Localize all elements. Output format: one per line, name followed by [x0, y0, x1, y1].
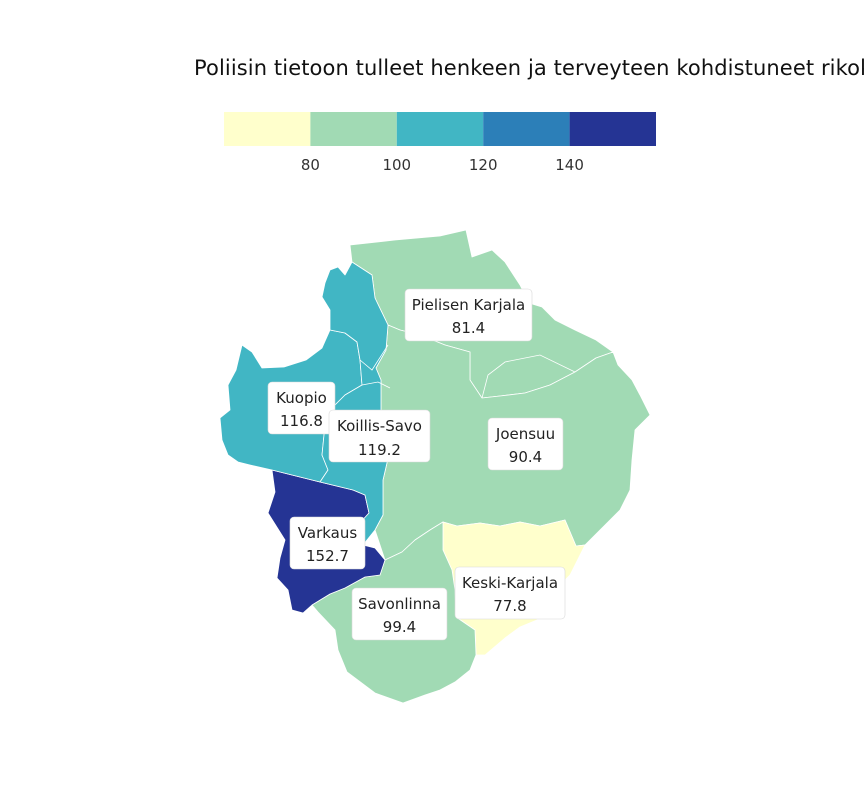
label-name-savonlinna: Savonlinna — [358, 595, 441, 613]
label-value-koillis-savo: 119.2 — [358, 441, 401, 459]
label-box-savonlinna — [351, 587, 448, 641]
label-value-pielisen-karjala: 81.4 — [452, 319, 485, 337]
label-box-pielisen-karjala — [404, 288, 533, 342]
label-savonlinna: Savonlinna 99.4 — [351, 587, 448, 641]
label-box-varkaus — [289, 516, 366, 570]
label-pielisen-karjala: Pielisen Karjala 81.4 — [404, 288, 533, 342]
legend-tick-140: 140 — [555, 156, 584, 174]
label-name-kuopio: Kuopio — [276, 389, 327, 407]
internal-boundary-pielisen — [481, 354, 576, 399]
label-box-keski-karjala — [454, 566, 566, 620]
region-labels: Pielisen Karjala 81.4 Joensuu 90.4 Keski… — [267, 288, 566, 641]
legend-bin-5 — [569, 112, 656, 146]
legend: 80 100 120 140 — [224, 112, 656, 174]
legend-tick-100: 100 — [382, 156, 411, 174]
label-box-koillis-savo — [328, 409, 431, 463]
legend-tick-80: 80 — [301, 156, 320, 174]
label-value-kuopio: 116.8 — [280, 412, 323, 430]
legend-bin-2 — [310, 112, 397, 146]
label-kuopio: Kuopio 116.8 — [267, 381, 336, 435]
legend-bin-4 — [483, 112, 570, 146]
label-name-koillis-savo: Koillis-Savo — [337, 417, 422, 435]
label-varkaus: Varkaus 152.7 — [289, 516, 366, 570]
legend-tick-120: 120 — [469, 156, 498, 174]
label-box-kuopio — [267, 381, 336, 435]
label-box-joensuu — [487, 417, 564, 471]
region-koillis-savo[interactable] — [319, 261, 391, 546]
label-value-savonlinna: 99.4 — [383, 618, 416, 636]
label-keski-karjala: Keski-Karjala 77.8 — [454, 566, 566, 620]
legend-bin-3 — [396, 112, 484, 146]
label-name-keski-karjala: Keski-Karjala — [462, 574, 558, 592]
label-joensuu: Joensuu 90.4 — [487, 417, 564, 471]
label-value-keski-karjala: 77.8 — [493, 597, 526, 615]
internal-boundary-kuopio-east — [359, 344, 391, 389]
label-value-varkaus: 152.7 — [306, 547, 349, 565]
label-value-joensuu: 90.4 — [509, 448, 542, 466]
chart-title: Poliisin tietoon tulleet henkeen ja terv… — [194, 56, 864, 80]
label-koillis-savo: Koillis-Savo 119.2 — [328, 409, 431, 463]
legend-bin-1 — [224, 112, 311, 146]
label-name-varkaus: Varkaus — [298, 524, 358, 542]
label-name-pielisen-karjala: Pielisen Karjala — [412, 296, 525, 314]
label-name-joensuu: Joensuu — [495, 425, 555, 443]
